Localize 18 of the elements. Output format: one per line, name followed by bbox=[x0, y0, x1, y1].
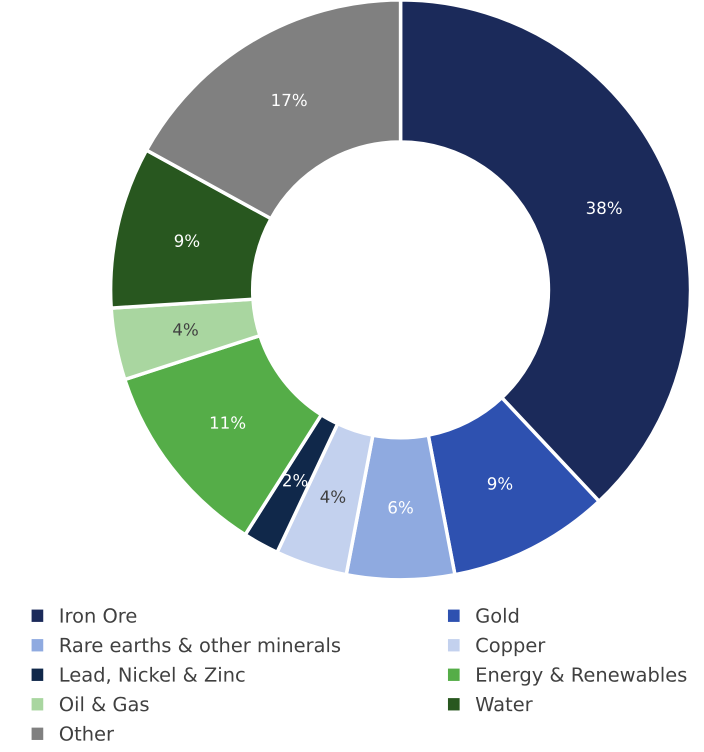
legend-label: Copper bbox=[476, 638, 546, 656]
data-label: 11% bbox=[210, 416, 246, 429]
data-label: 38% bbox=[586, 202, 622, 214]
legend-label: Energy & Renewables bbox=[477, 666, 686, 686]
legend-label: Iron Ore bbox=[60, 608, 136, 623]
legend-label: Other bbox=[60, 726, 114, 741]
data-label: 4% bbox=[173, 323, 198, 336]
legend-label: Rare earths & other minerals bbox=[60, 637, 340, 652]
data-label: 17% bbox=[272, 94, 307, 106]
legend-label: Oil & Gas bbox=[60, 696, 149, 712]
data-label: 9% bbox=[488, 477, 512, 490]
data-label: 6% bbox=[388, 501, 413, 514]
legend-label: Gold bbox=[476, 608, 518, 623]
data-label: 4% bbox=[320, 490, 346, 503]
data-label: 9% bbox=[174, 234, 200, 247]
legend-label: Lead, Nickel & Zinc bbox=[60, 666, 244, 684]
data-label: 2% bbox=[283, 474, 308, 487]
legend-label: Water bbox=[476, 696, 533, 712]
